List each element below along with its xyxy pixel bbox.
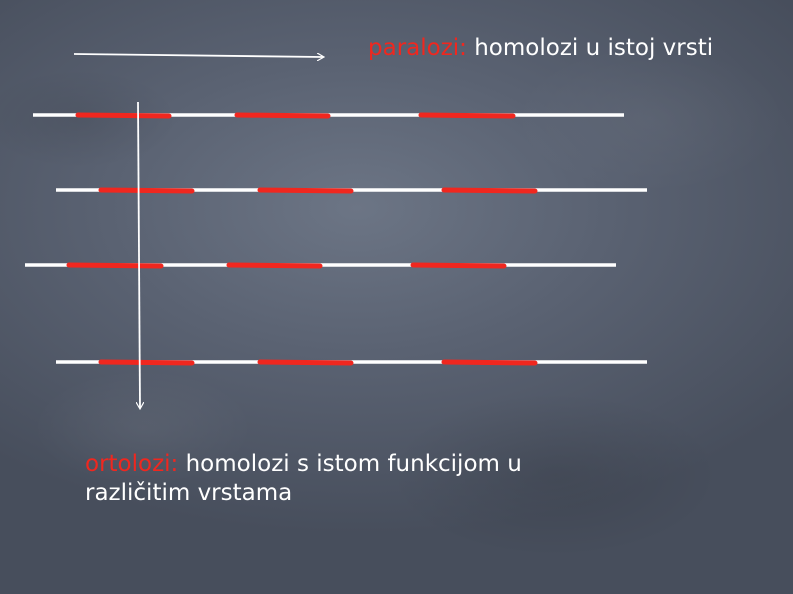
gene-segment: [441, 359, 538, 366]
ortholog-caption: ortolozi: homolozi s istom funkcijom u r…: [85, 450, 522, 508]
chromosome-2: [56, 187, 647, 194]
ortholog-arrow: [138, 101, 140, 408]
ortholog-definition: homolozi s istom funkcijom u: [185, 451, 522, 477]
chromosome-4: [56, 359, 647, 366]
gene-segment: [234, 112, 331, 119]
gene-segment: [418, 112, 516, 119]
ortholog-term: ortolozi:: [85, 451, 179, 477]
paralog-arrow: [73, 54, 323, 57]
chromosome-3: [25, 262, 616, 269]
gene-segment: [441, 187, 538, 194]
gene-segment: [257, 187, 354, 194]
gene-segment: [98, 187, 195, 194]
paralog-caption: paralozi: homolozi u istoj vrsti: [368, 34, 713, 63]
chromosome-1: [33, 112, 624, 119]
paralog-term: paralozi:: [368, 35, 467, 61]
gene-segment: [66, 262, 164, 269]
ortholog-definition-line-2: različitim vrstama: [85, 480, 293, 506]
gene-segment: [257, 359, 354, 366]
gene-segment: [226, 262, 323, 269]
ortholog-caption-line-1: ortolozi: homolozi s istom funkcijom u: [85, 450, 522, 479]
paralog-definition: homolozi u istoj vrsti: [474, 35, 714, 61]
gene-segment: [75, 112, 172, 119]
gene-segment: [98, 359, 195, 366]
gene-segment: [410, 262, 507, 269]
